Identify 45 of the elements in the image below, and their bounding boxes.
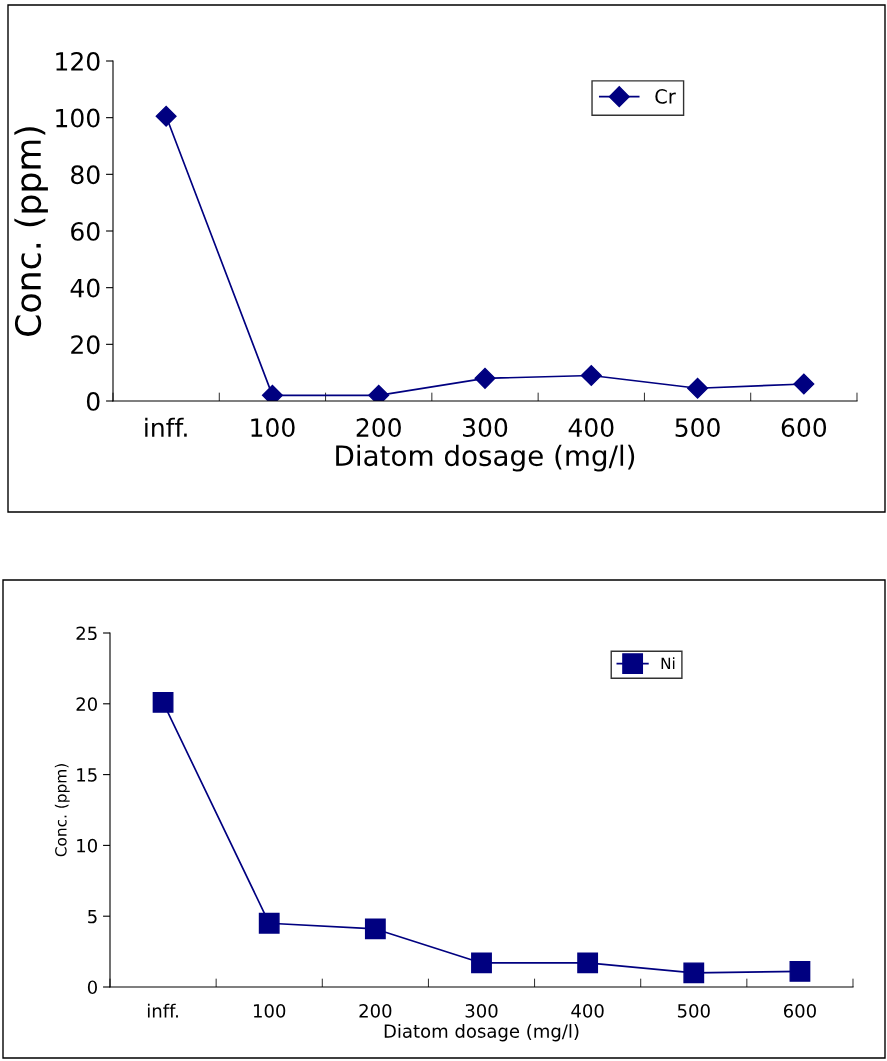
point [364,918,386,940]
y-axis-title: Conc. (ppm) [54,764,70,857]
point [687,377,709,399]
x-tick-label: 400 [568,418,614,438]
y-axis-title: Conc. (ppm) [14,127,48,336]
x-tick-label: 300 [463,418,508,438]
point [471,952,492,974]
y-tick-label: 15 [77,768,97,782]
point [580,364,602,387]
legend-label: Cr [655,89,676,104]
x-tick-label: 100 [251,418,295,438]
y-tick-label: 20 [76,697,97,711]
y-tick-label: 100 [56,108,100,128]
y-tick-label: 60 [71,221,100,241]
point [474,367,496,389]
x-tick-label: 400 [571,1003,604,1018]
y-tick-label: 20 [71,335,100,355]
point [789,961,811,982]
point [258,912,280,934]
x-tick-label: 500 [675,418,720,438]
point [152,691,174,713]
x-axis-title: Diatom dosage (mg/l) [384,1023,579,1042]
point [683,962,705,984]
y-tick-label: 120 [56,51,100,71]
y-tick-label: 0 [86,391,100,411]
y-tick-label: 10 [77,838,97,853]
point [793,373,815,395]
point [577,952,599,974]
x-tick-label: inff. [147,1003,178,1018]
y-tick-label: 40 [70,278,100,298]
x-tick-label: 600 [781,418,827,438]
y-tick-label: 0 [87,980,97,995]
x-tick-label: 300 [465,1003,498,1018]
y-tick-label: 80 [71,165,100,185]
point [155,105,177,127]
x-tick-label: 500 [677,1003,710,1018]
x-tick-label: inff. [145,417,187,437]
x-tick-label: 100 [253,1003,286,1018]
y-tick-label: 25 [76,626,97,641]
x-tick-label: 200 [359,1003,392,1018]
x-tick-label: 600 [783,1003,816,1018]
x-axis-title: Diatom dosage (mg/l) [336,444,635,472]
x-tick-label: 200 [356,418,401,438]
y-tick-label: 5 [88,909,97,924]
legend-label: Ni [661,657,675,669]
